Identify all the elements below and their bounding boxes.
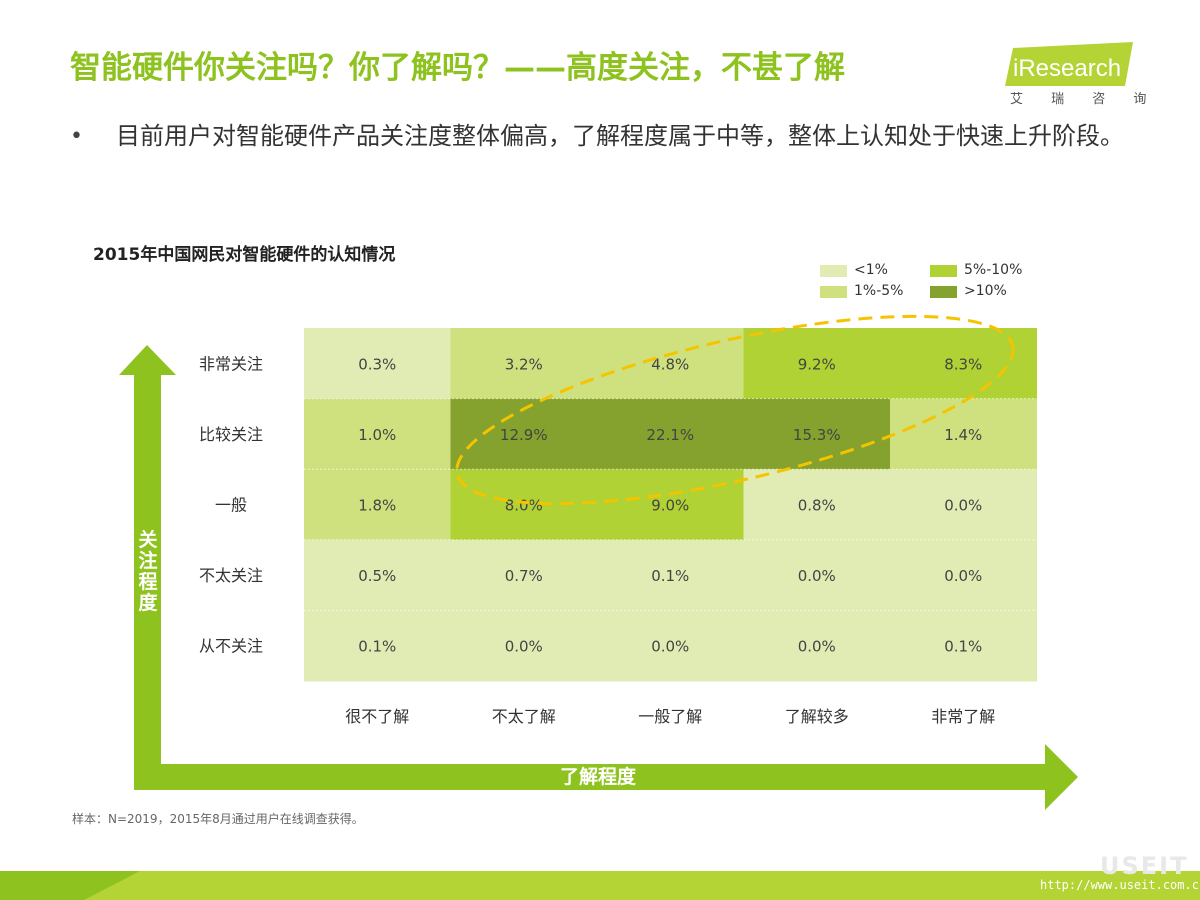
cell-value-label: 15.3% [793,426,841,444]
source-note: 样本：N=2019，2015年8月通过用户在线调查获得。 [72,812,364,826]
legend-label: 5%-10% [964,262,1023,278]
highlight-ellipse [455,314,1015,506]
cell-value-label: 0.1% [651,567,689,585]
cell-value-label: 8.3% [944,355,982,373]
heatmap-cell [890,328,1037,400]
iresearch-logo: iResearch [1005,42,1133,86]
cell-value-label: 8.0% [505,497,543,515]
legend-swatch [820,265,847,277]
heatmap-cell [304,469,451,541]
x-axis-arrow [134,744,1078,810]
legend-label: >10% [964,283,1007,299]
y-axis-title: 关注程度 [138,528,158,614]
row-label: 非常关注 [199,354,263,373]
heatmap-cell [597,328,744,400]
column-label: 一般了解 [638,707,702,726]
heatmap-cell [597,539,744,611]
footer-url: http://www.useit.com.cn [1040,878,1200,892]
cell-value-label: 1.4% [944,426,982,444]
bullet-mark: • [70,124,83,149]
cell-value-label: 0.7% [505,567,543,585]
heatmap-cell [743,328,891,400]
footer-bar [0,871,1200,900]
cell-value-label: 1.8% [358,497,396,515]
footer-watermark: USEIT [1100,852,1189,880]
cell-value-label: 0.0% [944,497,982,515]
cell-value-label: 1.0% [358,426,396,444]
column-label: 不太了解 [492,707,556,726]
cell-value-label: 0.3% [358,355,396,373]
cell-value-label: 9.2% [798,355,836,373]
logo-text: iResearch [1013,55,1121,82]
cell-value-label: 12.9% [500,426,548,444]
y-axis-arrow [119,345,176,790]
page-title: 智能硬件你关注吗？你了解吗？——高度关注，不甚了解 [70,50,845,86]
heatmap-cell [597,398,744,470]
heatmap-cell [304,328,451,400]
legend-label: 1%-5% [854,283,904,299]
heatmap-cell [743,539,891,611]
heatmap-cell [450,539,598,611]
heatmap-cell [890,398,1037,470]
row-label: 比较关注 [199,425,263,444]
heatmap-cell [597,610,744,682]
heatmap-cell [743,610,891,682]
cell-value-label: 22.1% [646,426,694,444]
cell-value-label: 0.1% [358,638,396,656]
cell-value-label: 0.0% [505,638,543,656]
column-label: 很不了解 [345,707,409,726]
bullet-text: 目前用户对智能硬件产品关注度整体偏高，了解程度属于中等，整体上认知处于快速上升阶… [116,122,1124,150]
cell-value-label: 0.1% [944,638,982,656]
cell-value-label: 0.0% [944,567,982,585]
heatmap-cell [743,469,891,541]
heatmap-cell [743,398,891,470]
cell-value-label: 0.0% [798,567,836,585]
heatmap-cell [304,610,451,682]
x-axis-title: 了解程度 [560,765,637,788]
cell-value-label: 4.8% [651,355,689,373]
heatmap-cell [890,610,1037,682]
legend-swatch [930,286,957,298]
logo-subtitle: 艾 瑞 咨 询 [1010,92,1159,107]
heatmap-cell [304,398,451,470]
row-label: 不太关注 [199,566,263,585]
cell-value-label: 9.0% [651,497,689,515]
row-label: 一般 [215,496,247,515]
heatmap-cell [304,539,451,611]
legend-swatch [820,286,847,298]
heatmap-cell [890,469,1037,541]
legend-swatch [930,265,957,277]
row-label: 从不关注 [199,637,263,656]
chart-title: 2015年中国网民对智能硬件的认知情况 [93,245,396,265]
cell-value-label: 0.0% [798,638,836,656]
cell-value-label: 0.0% [651,638,689,656]
chart-legend: <1% 5%-10% 1%-5% >10% [820,262,1050,302]
cell-value-label: 0.5% [358,567,396,585]
cell-value-label: 0.8% [798,497,836,515]
legend-label: <1% [854,262,888,278]
heatmap-cell [597,469,744,541]
cell-value-label: 3.2% [505,355,543,373]
column-label: 非常了解 [931,707,995,726]
heatmap-cell [890,539,1037,611]
column-label: 了解较多 [785,707,849,726]
heatmap-cell [450,610,598,682]
